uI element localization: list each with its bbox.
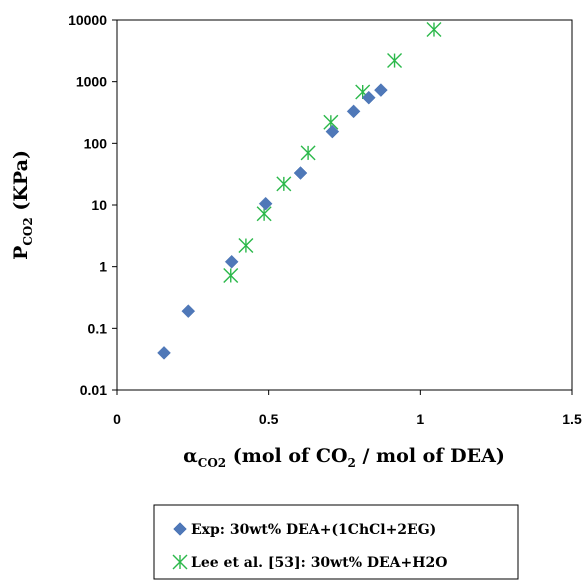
data-point-exp	[224, 254, 239, 269]
x-axis-title-prefix-sub: CO2	[198, 456, 226, 470]
data-point-exp	[374, 83, 388, 97]
data-point-lee	[256, 206, 272, 222]
y-axis-title: PCO2 (KPa)	[10, 150, 35, 260]
y-tick-label: 10000	[68, 12, 107, 28]
legend-marker-lee	[172, 554, 188, 570]
x-axis-title-suffix: / mol of DEA)	[356, 445, 505, 467]
legend-asterisk-icon	[172, 554, 188, 570]
x-axis-ticks: 0 0.5 1 1.5	[113, 390, 582, 427]
data-point-lee	[238, 238, 254, 254]
y-tick-label: 0.01	[80, 382, 107, 398]
y-axis-title-main: P	[10, 246, 32, 260]
y-axis-title-main-sub: CO2	[21, 217, 35, 245]
data-point-exp	[157, 346, 171, 360]
data-point-exp	[346, 104, 361, 119]
data-point-lee	[276, 176, 292, 192]
y-axis-title-suffix: (KPa)	[10, 150, 32, 217]
x-axis-title: αCO2 (mol of CO2 / mol of DEA)	[183, 445, 505, 470]
data-point-exp	[258, 196, 273, 211]
data-point-exp	[325, 124, 340, 139]
legend-label-lee: Lee et al. [53]: 30wt% DEA+H2O	[191, 555, 447, 571]
data-point-lee	[426, 22, 442, 38]
plot-area	[116, 19, 573, 391]
legend-marker-exp	[173, 522, 187, 536]
y-tick-label: 0.1	[88, 320, 108, 336]
x-tick-label: 1	[416, 411, 424, 427]
data-point-lee	[223, 267, 239, 283]
y-tick-label: 10	[91, 197, 107, 213]
x-axis-title-main-sub: 2	[348, 456, 356, 470]
x-tick-label: 0	[113, 411, 121, 427]
x-axis-title-prefix: α	[183, 445, 198, 467]
legend-label-exp: Exp: 30wt% DEA+(1ChCl+2EG)	[191, 522, 436, 538]
y-tick-label: 1	[99, 259, 107, 275]
x-tick-label: 0.5	[259, 411, 279, 427]
y-tick-label: 1000	[76, 74, 107, 90]
x-axis-title-main: (mol of CO	[226, 445, 347, 467]
data-points	[157, 22, 442, 360]
y-axis-ticks: 0.01 0.1 1 10 100 1000 10000	[68, 12, 117, 398]
y-tick-label: 100	[84, 135, 108, 151]
data-point-exp	[293, 166, 308, 180]
data-point-exp	[361, 90, 376, 105]
data-point-lee	[387, 53, 403, 69]
data-point-exp	[181, 304, 196, 318]
legend: Exp: 30wt% DEA+(1ChCl+2EG) Lee et al. [5…	[153, 504, 519, 580]
data-point-lee	[300, 145, 316, 161]
legend-box	[153, 504, 519, 580]
legend-diamond-icon	[173, 522, 187, 536]
x-tick-label: 1.5	[562, 411, 582, 427]
